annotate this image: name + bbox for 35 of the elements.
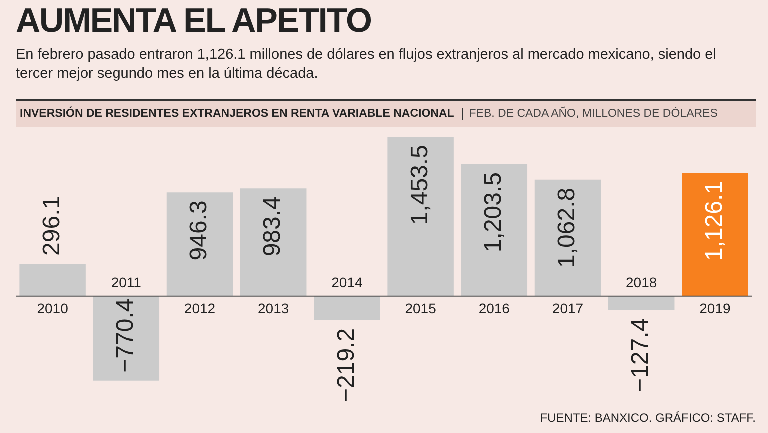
bar (166, 192, 234, 296)
data-label: 1,453.5 (406, 145, 434, 226)
x-tick-label: 2016 (478, 300, 510, 316)
x-tick-label: 2019 (700, 300, 731, 316)
data-label: −770.4 (112, 298, 140, 373)
chart-title: AUMENTA EL APETITO (16, 2, 372, 41)
bar (461, 164, 528, 296)
x-tick-label: 2015 (405, 300, 437, 316)
source-note: FUENTE: BANXICO. GRÁFICO: STAFF. (540, 411, 756, 425)
bar (314, 296, 380, 320)
x-tick-label: 2018 (626, 274, 658, 290)
x-tick-label: 2013 (258, 300, 290, 316)
bar (20, 264, 86, 296)
data-label: 1,126.1 (700, 180, 728, 262)
x-tick-label: 2017 (552, 300, 584, 316)
x-tick-label: 2014 (332, 274, 363, 290)
data-label: 946.3 (186, 200, 213, 261)
data-label: −127.4 (627, 318, 654, 392)
text: INVERSIÓN DE RESIDENTES EXTRANJEROS EN RENTA VARIABLE NACIONAL (20, 108, 454, 120)
bar (388, 137, 454, 296)
bar (240, 188, 307, 296)
bar (608, 296, 675, 310)
x-tick-label: 2012 (184, 300, 216, 316)
bar (682, 172, 748, 296)
data-label: 296.1 (38, 196, 66, 256)
data-label: 1,062.8 (554, 188, 581, 268)
x-tick-label: 2010 (37, 300, 69, 316)
chart-subtitle: En febrero pasado entraron 1,126.1 millones de dólares en flujos extranjeros al mercado mexicano, siendo el tercer mejor segundo mes en la última década. (16, 46, 718, 84)
bar (534, 180, 602, 296)
data-label: 1,203.5 (480, 172, 508, 253)
data-label: −219.2 (332, 328, 360, 402)
x-tick-label: 2011 (111, 274, 142, 290)
data-label: 983.4 (259, 196, 286, 257)
text: FEB. DE CADA AÑO, MILLONES DE DÓLARES (462, 108, 718, 120)
bar (93, 296, 160, 381)
